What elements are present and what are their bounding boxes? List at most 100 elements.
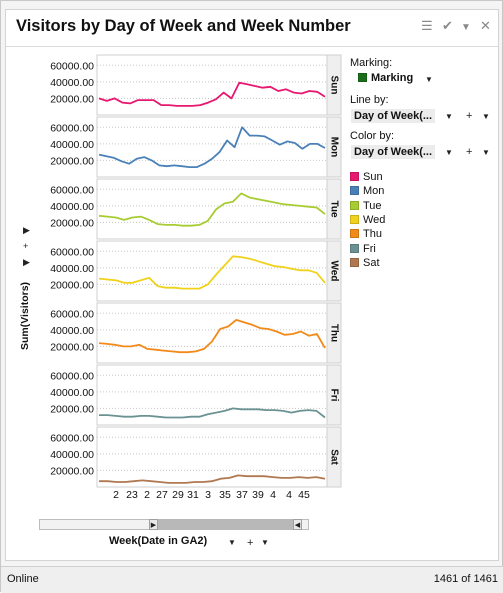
series-line-tue bbox=[98, 192, 326, 227]
trellis-strip bbox=[326, 54, 342, 116]
y-tick-label: 60000.00 bbox=[50, 246, 94, 258]
x-tick-label: 35 bbox=[219, 489, 231, 501]
color-by-add-dropdown-icon[interactable]: ▼ bbox=[482, 148, 490, 157]
color-by-selector[interactable]: Day of Week(... bbox=[351, 145, 436, 159]
x-axis-selector[interactable]: Week(Date in GA2) bbox=[109, 535, 208, 547]
legend-item-fri[interactable]: Fri bbox=[350, 243, 376, 255]
color-by-label: Color by: bbox=[350, 130, 395, 142]
color-by-add-icon[interactable]: + bbox=[466, 146, 473, 158]
trellis-strip bbox=[326, 116, 342, 178]
y-tick-label: 20000.00 bbox=[50, 279, 94, 291]
status-row-count: 1461 of 1461 bbox=[433, 573, 498, 585]
color-by-dropdown-icon[interactable]: ▼ bbox=[445, 148, 453, 157]
legend-swatch bbox=[350, 229, 359, 239]
y-tick-label: 40000.00 bbox=[50, 387, 94, 399]
marking-label: Marking: bbox=[350, 57, 393, 69]
x-axis-add-dropdown-icon[interactable]: ▼ bbox=[261, 538, 269, 547]
series-line-fri bbox=[99, 407, 326, 419]
scroll-left-arrow-icon[interactable]: ▶ bbox=[149, 519, 158, 530]
status-online: Online bbox=[7, 573, 39, 585]
x-tick-label: 39 bbox=[252, 489, 264, 501]
trellis-strip bbox=[326, 426, 342, 488]
y-tick-label: 60000.00 bbox=[50, 370, 94, 382]
add-icon[interactable]: + bbox=[23, 241, 29, 251]
x-tick-label: 27 bbox=[156, 489, 168, 501]
legend-swatch bbox=[350, 186, 359, 196]
x-tick-label: 4 bbox=[270, 489, 276, 501]
trellis-panel bbox=[96, 116, 328, 178]
legend-item-tue[interactable]: Tue bbox=[350, 200, 382, 212]
scroll-right-arrow-icon[interactable]: ◀ bbox=[293, 519, 302, 530]
y-tick-label: 40000.00 bbox=[50, 325, 94, 337]
legend-swatch bbox=[350, 257, 359, 267]
x-tick-label: 45 bbox=[298, 489, 310, 501]
legend-item-mon[interactable]: Mon bbox=[350, 185, 384, 197]
trellis-strip bbox=[326, 302, 342, 364]
legend-item-thu[interactable]: Thu bbox=[350, 228, 382, 240]
trellis-panel bbox=[96, 54, 328, 116]
marking-dropdown-icon[interactable]: ▼ bbox=[425, 75, 433, 84]
line-by-selector[interactable]: Day of Week(... bbox=[351, 109, 436, 123]
legend-swatch bbox=[350, 243, 359, 253]
legend-label: Thu bbox=[363, 228, 382, 241]
line-by-add-icon[interactable]: + bbox=[466, 110, 473, 122]
legend-label: Sun bbox=[363, 171, 383, 183]
legend-item-wed[interactable]: Wed bbox=[350, 214, 385, 226]
y-tick-label: 60000.00 bbox=[50, 60, 94, 72]
legend-item-sat[interactable]: Sat bbox=[350, 257, 380, 269]
y-tick-label: 20000.00 bbox=[50, 341, 94, 353]
legend-label: Fri bbox=[363, 242, 376, 255]
y-tick-label: 20000.00 bbox=[50, 403, 94, 415]
trellis-strip-label: Wed bbox=[328, 261, 339, 282]
x-axis-add-icon[interactable]: + bbox=[247, 537, 254, 549]
line-by-dropdown-icon[interactable]: ▼ bbox=[445, 112, 453, 121]
y-axis-label: Sum(Visitors) bbox=[19, 282, 31, 350]
marking-color-swatch bbox=[358, 73, 367, 82]
legend-swatch bbox=[350, 214, 359, 224]
legend-swatch bbox=[350, 172, 359, 181]
legend-swatch bbox=[350, 200, 359, 210]
trellis-strip-label: Fri bbox=[328, 389, 339, 402]
chart-title: Visitors by Day of Week and Week Number bbox=[16, 17, 351, 35]
x-axis-dropdown-icon[interactable]: ▼ bbox=[228, 538, 236, 547]
y-tick-label: 20000.00 bbox=[50, 155, 94, 167]
y-tick-label: 60000.00 bbox=[50, 122, 94, 134]
y-tick-label: 40000.00 bbox=[50, 263, 94, 275]
y-tick-label: 20000.00 bbox=[50, 217, 94, 229]
check-icon[interactable]: ✔ bbox=[442, 18, 453, 33]
x-scrollbar-thumb[interactable] bbox=[156, 519, 296, 530]
series-line-sat bbox=[99, 474, 326, 484]
x-tick-label: 23 bbox=[126, 489, 138, 501]
trellis-strip-label: Sat bbox=[328, 449, 339, 465]
close-icon[interactable]: ✕ bbox=[480, 18, 491, 33]
x-tick-label: 37 bbox=[236, 489, 248, 501]
marking-value: Marking bbox=[371, 72, 414, 84]
trellis-panel bbox=[96, 240, 328, 302]
x-tick-label: 2 bbox=[144, 489, 150, 501]
y-tick-label: 60000.00 bbox=[50, 432, 94, 444]
status-bar: Online 1461 of 1461 bbox=[1, 566, 503, 593]
trellis-strip bbox=[326, 364, 342, 426]
dropdown-icon[interactable]: ▼ bbox=[461, 22, 471, 33]
title-divider bbox=[6, 46, 498, 47]
y-tick-label: 40000.00 bbox=[50, 139, 94, 151]
y-tick-label: 20000.00 bbox=[50, 465, 94, 477]
line-by-add-dropdown-icon[interactable]: ▼ bbox=[482, 112, 490, 121]
x-tick-label: 2 bbox=[113, 489, 119, 501]
expand-arrow-icon[interactable]: ▶ bbox=[23, 257, 30, 267]
trellis-strip-label: Thu bbox=[328, 324, 339, 342]
legend-label: Tue bbox=[363, 199, 382, 212]
marking-selector[interactable]: Marking bbox=[358, 72, 413, 84]
legend-item-sun[interactable]: Sun bbox=[350, 171, 383, 183]
y-tick-label: 40000.00 bbox=[50, 201, 94, 213]
series-line-wed bbox=[98, 255, 326, 290]
y-tick-label: 60000.00 bbox=[50, 308, 94, 320]
collapse-arrow-icon[interactable]: ▶ bbox=[23, 225, 30, 235]
trellis-strip bbox=[326, 178, 342, 240]
x-tick-label: 4 bbox=[286, 489, 292, 501]
series-line-mon bbox=[98, 126, 326, 169]
y-tick-label: 60000.00 bbox=[50, 184, 94, 196]
list-icon[interactable]: ☰ bbox=[421, 18, 433, 33]
trellis-panel bbox=[96, 178, 328, 240]
